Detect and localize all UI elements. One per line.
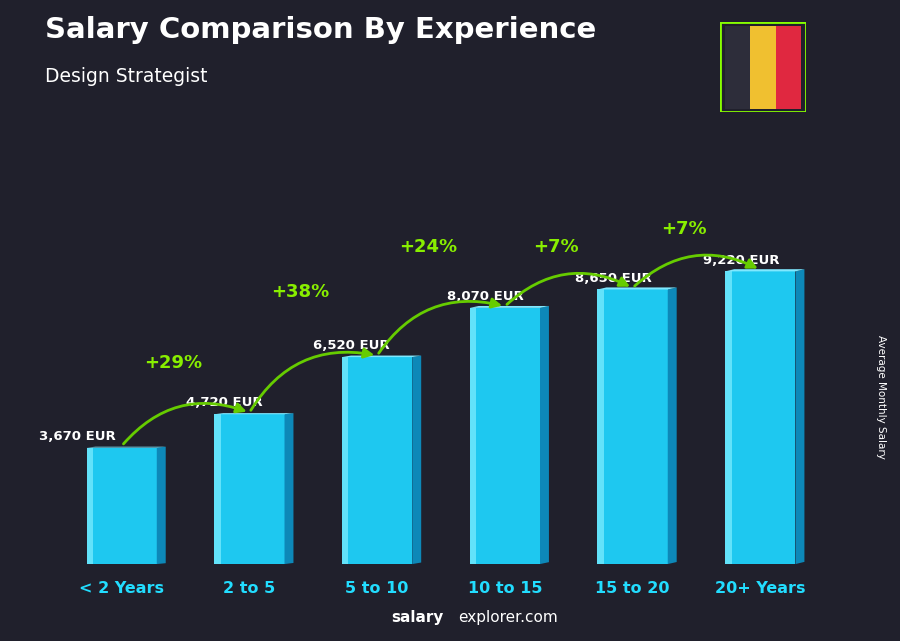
Bar [776, 26, 801, 109]
Text: Salary Comparison By Experience: Salary Comparison By Experience [45, 16, 596, 44]
Polygon shape [342, 357, 412, 564]
Text: 8,070 EUR: 8,070 EUR [447, 290, 524, 303]
Text: +7%: +7% [661, 221, 707, 238]
Polygon shape [214, 413, 293, 414]
Polygon shape [342, 357, 348, 564]
Polygon shape [668, 287, 677, 564]
Polygon shape [598, 287, 677, 290]
Text: +29%: +29% [144, 354, 202, 372]
Polygon shape [470, 308, 476, 564]
Polygon shape [157, 447, 166, 564]
Text: salary: salary [392, 610, 444, 625]
Text: +24%: +24% [400, 238, 457, 256]
Text: explorer.com: explorer.com [458, 610, 558, 625]
Polygon shape [86, 447, 157, 564]
Polygon shape [598, 290, 604, 564]
Polygon shape [470, 308, 540, 564]
Text: +38%: +38% [272, 283, 329, 301]
Polygon shape [412, 356, 421, 564]
Bar [750, 26, 776, 109]
Polygon shape [214, 414, 284, 564]
Text: Average Monthly Salary: Average Monthly Salary [877, 335, 886, 460]
Text: 9,220 EUR: 9,220 EUR [703, 254, 779, 267]
Polygon shape [796, 269, 805, 564]
Text: 6,520 EUR: 6,520 EUR [313, 339, 390, 353]
Text: 3,670 EUR: 3,670 EUR [39, 430, 115, 443]
Polygon shape [598, 290, 668, 564]
Text: +7%: +7% [533, 238, 579, 256]
Text: Design Strategist: Design Strategist [45, 67, 208, 87]
Polygon shape [725, 269, 805, 271]
Polygon shape [86, 447, 93, 564]
Text: 8,650 EUR: 8,650 EUR [575, 272, 652, 285]
Polygon shape [725, 271, 732, 564]
Bar [724, 26, 750, 109]
Polygon shape [284, 413, 293, 564]
Polygon shape [540, 306, 549, 564]
Text: 4,720 EUR: 4,720 EUR [185, 397, 262, 410]
Polygon shape [725, 271, 796, 564]
Polygon shape [342, 356, 421, 357]
Polygon shape [470, 306, 549, 308]
Polygon shape [214, 414, 220, 564]
